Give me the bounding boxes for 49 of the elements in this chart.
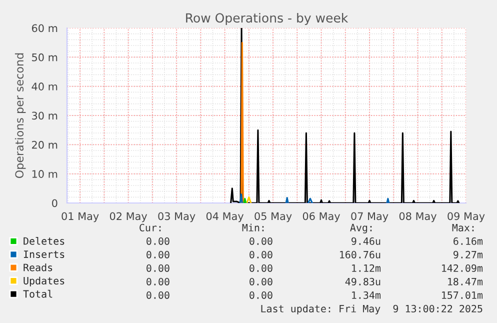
text: 9.46u (352, 237, 380, 245)
text: 9.27m (454, 250, 483, 258)
text: Cur: (140, 224, 161, 232)
text: 0.00 (250, 250, 272, 258)
x-tick-label: 03 May (158, 212, 196, 222)
x-tick-label: 07 May (351, 212, 388, 222)
y-tick-label: 30 m (32, 112, 58, 120)
x-tick-label: 08 May (399, 212, 436, 222)
text: 49.83u (345, 278, 380, 286)
text: 0.00 (146, 250, 170, 258)
text: Min: (242, 224, 264, 232)
x-tick-label: 06 May (302, 212, 340, 222)
text: 0.00 (250, 291, 272, 299)
legend-label: Inserts (24, 250, 64, 258)
legend-label: Deletes (24, 237, 64, 245)
text: 0.00 (250, 278, 272, 286)
text: 18.47m (448, 278, 483, 286)
y-tick-label: 20 m (32, 140, 58, 149)
y-tick-label: 50 m (32, 53, 58, 62)
legend-label: Reads (24, 264, 52, 272)
legend-label: Updates (24, 276, 64, 286)
x-tick-label: 02 May (110, 212, 148, 222)
text: 6.16m (454, 237, 483, 245)
text: 142.09m (442, 264, 483, 272)
text: Max: (452, 224, 474, 232)
y-tick-label: 0 (52, 199, 58, 208)
y-tick-label: 60 m (32, 24, 58, 32)
y-tick-label: 10 m (32, 170, 58, 178)
text: 0.00 (146, 264, 170, 272)
text: 1.34m (352, 291, 381, 299)
x-tick-label: 09 May (448, 212, 485, 222)
line-series (230, 28, 460, 203)
x-tick-label: 05 May (254, 212, 292, 222)
y-axis-title: Operations per second (14, 53, 26, 178)
text: 0.00 (250, 264, 272, 272)
text: 0.00 (146, 278, 170, 286)
text: Last update: Fri May 9 13:00:22 2025 (261, 304, 482, 314)
x-tick-label: 04 May (206, 212, 244, 222)
legend-label: Total (23, 290, 52, 298)
text: 157.01m (442, 291, 483, 299)
text: 0.00 (146, 291, 170, 299)
x-tick-label: 01 May (62, 212, 99, 222)
text: 0.00 (250, 237, 272, 245)
y-tick-label: 40 m (32, 82, 58, 90)
text: 0.00 (146, 237, 170, 245)
text: Avg: (350, 224, 372, 234)
chart-title: Row Operations - by week (186, 12, 348, 26)
text: 160.76u (340, 250, 380, 258)
text: 1.12m (352, 264, 381, 272)
